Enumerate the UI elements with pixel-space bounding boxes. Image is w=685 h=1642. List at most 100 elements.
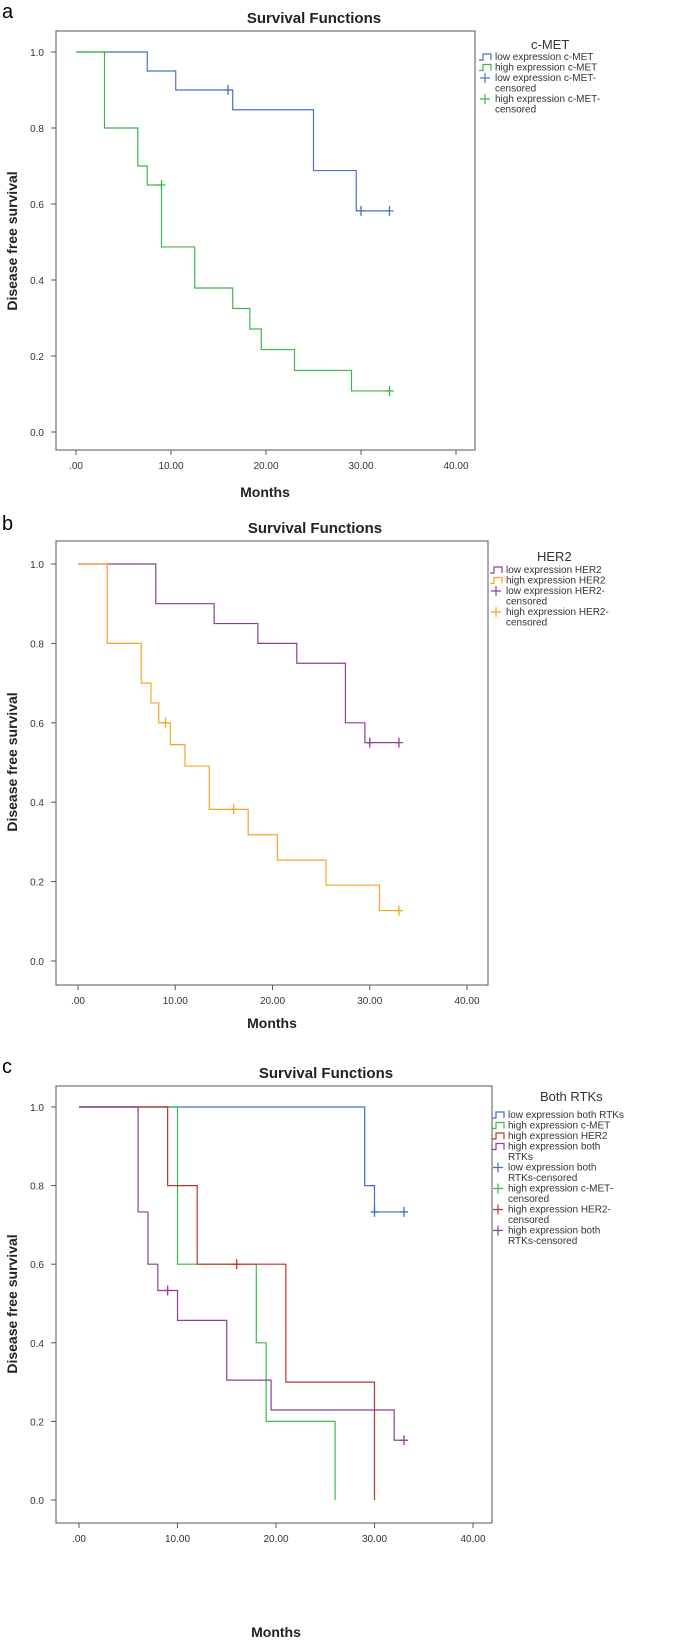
plot-frame [55, 1085, 493, 1524]
y-tick-label: 0.4 [30, 798, 44, 809]
y-tick-label: 1.0 [30, 48, 44, 59]
legend-title: c-MET [531, 37, 569, 52]
censor-mark [370, 1206, 379, 1217]
y-tick-label: 0.2 [30, 878, 44, 889]
x-tick-label: 20.00 [253, 461, 278, 472]
legend-swatch-line [490, 566, 503, 574]
legend-swatch-line [492, 1111, 505, 1119]
legend-title: Both RTKs [540, 1089, 603, 1104]
y-tick-label: 0.4 [30, 1339, 44, 1350]
legend-label: RTKs-censored [508, 1173, 577, 1184]
plot-frame [55, 30, 476, 451]
legend-label: censored [506, 618, 547, 629]
x-tick-label: .00 [72, 1534, 86, 1545]
legend-label: high expression c-MET [495, 63, 597, 74]
legend-label: high expression both [508, 1142, 600, 1153]
x-tick-label: .00 [69, 461, 83, 472]
legend-label: censored [508, 1215, 549, 1226]
legend-label: high expression c-MET- [495, 94, 600, 105]
x-tick-label: 40.00 [454, 996, 479, 1007]
legend-label: RTKs [508, 1152, 533, 1163]
y-tick-label: 0.4 [30, 276, 44, 287]
legend-swatch-line [492, 1121, 505, 1130]
y-tick-label: 0.6 [30, 1260, 44, 1271]
legend-swatch-censor [493, 1204, 503, 1215]
legend-swatch-censor [493, 1225, 503, 1236]
y-tick-label: 0.0 [30, 957, 44, 968]
x-tick-label: 20.00 [263, 1534, 288, 1545]
x-axis-label: Months [240, 484, 290, 500]
legend-swatch-censor [493, 1183, 503, 1194]
x-tick-label: 40.00 [460, 1534, 485, 1545]
chart-title: Survival Functions [259, 1065, 393, 1082]
survival-curve [79, 1106, 336, 1500]
legend-label: high expression HER2 [508, 1131, 608, 1142]
axis-ticks: .00 10.00 20.00 30.00 40.00 0.0 0.2 0.4 0.6 0.8 1.… [30, 560, 480, 1007]
legend-swatch-line [479, 53, 492, 61]
survival-curve [78, 563, 399, 744]
y-tick-label: 0.0 [30, 1496, 44, 1507]
censor-mark [400, 1206, 409, 1217]
censor-mark [394, 905, 403, 916]
y-tick-label: 0.8 [30, 639, 44, 650]
legend-label: low expression both [508, 1163, 596, 1174]
y-axis-label: Disease free survival [4, 1234, 20, 1373]
x-tick-label: .00 [71, 996, 85, 1007]
legend-swatch-line [492, 1132, 505, 1140]
legend-label: censored [495, 84, 536, 95]
legend-label: high expression HER2 [506, 576, 606, 587]
censor-mark [400, 1435, 409, 1446]
x-axis-label: Months [247, 1015, 297, 1031]
legend-swatch-censor [480, 94, 490, 104]
y-tick-label: 0.2 [30, 1417, 44, 1428]
x-tick-label: 10.00 [158, 461, 183, 472]
censor-mark [157, 180, 166, 190]
censor-mark [224, 85, 232, 95]
y-axis-label: Disease free survival [4, 692, 20, 831]
x-tick-label: 10.00 [165, 1534, 190, 1545]
censor-mark [161, 717, 170, 728]
censor-mark [357, 205, 365, 216]
axis-ticks: .00 10.00 20.00 30.00 40.00 0.0 0.2 0.4 0.6 0.8 1.… [30, 1103, 486, 1545]
x-axis-label: Months [251, 1624, 301, 1640]
x-tick-label: 30.00 [362, 1534, 387, 1545]
legend-label: censored [495, 105, 536, 116]
chart-title: Survival Functions [247, 10, 381, 27]
legend-title: HER2 [537, 549, 572, 564]
series-layer [79, 1106, 409, 1500]
censor-mark [385, 385, 394, 396]
legend-label: censored [506, 597, 547, 608]
censor-mark [229, 804, 238, 815]
panel-a: a Survival Functions Disease free surviv… [2, 1, 600, 500]
legend-label: high expression c-MET- [508, 1184, 613, 1195]
legend-swatch-line [490, 576, 503, 585]
x-tick-label: 10.00 [163, 996, 188, 1007]
y-tick-label: 0.0 [30, 428, 44, 439]
legend-label: high expression HER2- [506, 607, 609, 618]
series-layer [76, 51, 394, 396]
legend-label: low expression c-MET- [495, 73, 596, 84]
panel-c: c Survival Functions Disease free surviv… [2, 1056, 624, 1640]
legend-label: low expression HER2 [506, 565, 602, 576]
censor-mark [385, 205, 394, 216]
y-axis-label: Disease free survival [4, 171, 20, 310]
y-tick-label: 0.2 [30, 352, 44, 363]
panel-label: b [2, 513, 13, 535]
survival-curve [79, 1106, 405, 1441]
panel-label: c [2, 1056, 12, 1078]
legend-swatch-line [479, 63, 492, 72]
x-tick-label: 40.00 [443, 461, 468, 472]
censor-mark [365, 737, 374, 748]
y-tick-label: 0.6 [30, 200, 44, 211]
legend-swatch-line [492, 1142, 505, 1151]
chart-title: Survival Functions [248, 520, 382, 537]
y-tick-label: 1.0 [30, 1103, 44, 1114]
legend-label: high expression c-MET [508, 1121, 610, 1132]
y-tick-label: 0.6 [30, 719, 44, 730]
x-tick-label: 30.00 [357, 996, 382, 1007]
censor-mark [163, 1285, 172, 1296]
survival-curve [78, 563, 399, 912]
